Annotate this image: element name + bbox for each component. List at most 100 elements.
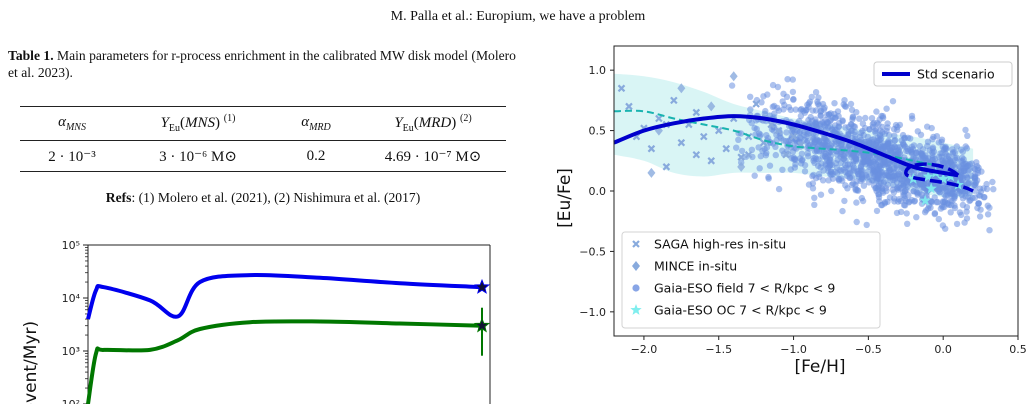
field-point xyxy=(804,150,811,157)
refs-text: : (1) Molero et al. (2021), (2) Nishimur… xyxy=(131,190,421,205)
rate-line xyxy=(86,319,483,404)
field-point xyxy=(981,194,988,201)
field-point xyxy=(976,213,984,220)
field-point xyxy=(766,162,774,169)
field-point xyxy=(817,112,824,120)
field-point xyxy=(951,202,958,209)
field-point xyxy=(735,136,742,143)
field-point xyxy=(811,201,818,208)
field-point xyxy=(884,120,891,127)
field-point xyxy=(866,126,873,133)
field-point xyxy=(775,185,783,193)
field-point xyxy=(859,171,866,178)
legend-bottom-box xyxy=(621,231,881,329)
table-header-cell: αMRD xyxy=(301,114,331,133)
saga-point xyxy=(767,120,775,129)
legend-label: MINCE in-situ xyxy=(654,259,737,274)
field-point xyxy=(975,200,982,207)
field-point xyxy=(877,179,884,186)
y-tick-label: 10⁴ xyxy=(62,292,81,305)
legend-label: SAGA high-res in-situ xyxy=(654,237,786,252)
field-point xyxy=(960,175,967,182)
field-point xyxy=(866,154,874,161)
field-point xyxy=(903,210,910,217)
field-point xyxy=(841,97,848,104)
field-point xyxy=(931,210,938,218)
field-point xyxy=(866,163,873,170)
legend-top-box xyxy=(873,61,1013,87)
field-point xyxy=(848,106,856,114)
legend-label: Gaia-ESO field 7 < R/kpc < 9 xyxy=(654,281,835,296)
field-point xyxy=(859,127,866,135)
field-point xyxy=(813,145,820,152)
field-point xyxy=(873,207,881,215)
field-point xyxy=(827,110,834,117)
table-caption-text: Main parameters for r-process enrichment… xyxy=(8,48,516,80)
field-point xyxy=(901,195,908,202)
field-point xyxy=(844,185,851,192)
legend-field-marker xyxy=(632,284,640,292)
field-point xyxy=(862,114,869,122)
field-point xyxy=(975,191,982,199)
field-point xyxy=(950,162,957,169)
saga-point xyxy=(744,150,753,159)
table-cell: 4.69 · 10⁻⁷ M⊙ xyxy=(384,148,482,165)
field-point xyxy=(765,175,772,182)
x-tick-label: −0.5 xyxy=(855,343,882,356)
field-point xyxy=(873,108,880,115)
table-header-sup: (1) xyxy=(223,113,236,124)
field-point xyxy=(792,106,799,113)
field-point xyxy=(772,151,779,159)
field-point xyxy=(870,119,877,127)
saga-point xyxy=(737,153,745,161)
eu-fe-chart: −2.0 −1.5 −1.0 −0.5 0.0 0.5−1.0−0.50.00.51.0 … xyxy=(555,45,1027,377)
field-point xyxy=(938,138,945,145)
saga-point xyxy=(774,126,783,135)
field-point xyxy=(897,208,905,216)
field-point xyxy=(805,100,813,107)
mince-point xyxy=(729,71,738,82)
field-point xyxy=(828,187,835,195)
table-header-cell: YEu(MNS) (1) xyxy=(160,113,236,134)
x-tick-label: 0.0 xyxy=(934,343,952,356)
field-point xyxy=(824,142,831,150)
saga-point xyxy=(617,84,626,93)
field-point xyxy=(810,155,817,162)
field-point xyxy=(935,215,942,223)
field-point xyxy=(877,168,885,176)
saga-point xyxy=(647,144,656,153)
legend-oc-marker xyxy=(630,304,642,315)
legend-std-label: Std scenario xyxy=(917,67,995,82)
x-tick-label: 0.5 xyxy=(1009,343,1027,356)
field-point xyxy=(990,186,997,193)
field-point xyxy=(889,98,897,105)
field-point xyxy=(941,191,948,199)
field-point xyxy=(728,82,736,89)
rate-line xyxy=(86,272,483,320)
table-refs: Refs: (1) Molero et al. (2021), (2) Nish… xyxy=(0,190,526,206)
field-point xyxy=(840,166,847,173)
field-point xyxy=(772,143,779,150)
field-point xyxy=(802,107,810,114)
field-point xyxy=(877,127,884,134)
event-rate-chart: 10² 10³ 10⁴ 10⁵ (event/Myr) xyxy=(21,239,491,404)
field-point xyxy=(894,147,902,155)
field-point xyxy=(827,117,834,125)
running-header: M. Palla et al.: Europium, we have a pro… xyxy=(390,9,646,24)
field-point xyxy=(738,147,746,155)
observed-star xyxy=(473,317,491,333)
table-caption: Table 1. Main parameters for r-process e… xyxy=(8,47,516,81)
field-point xyxy=(939,198,947,205)
field-point xyxy=(796,155,804,162)
field-point xyxy=(789,76,796,83)
field-point xyxy=(832,114,839,121)
y-tick-label: −1.0 xyxy=(579,306,606,319)
eu-fe-xlabel: [Fe/H] xyxy=(794,357,845,377)
field-point xyxy=(882,143,889,151)
field-point xyxy=(964,132,971,139)
field-point xyxy=(856,115,863,122)
x-tick-label: −2.0 xyxy=(631,343,658,356)
field-point xyxy=(797,106,804,114)
field-point xyxy=(923,207,930,214)
field-point xyxy=(827,161,834,169)
